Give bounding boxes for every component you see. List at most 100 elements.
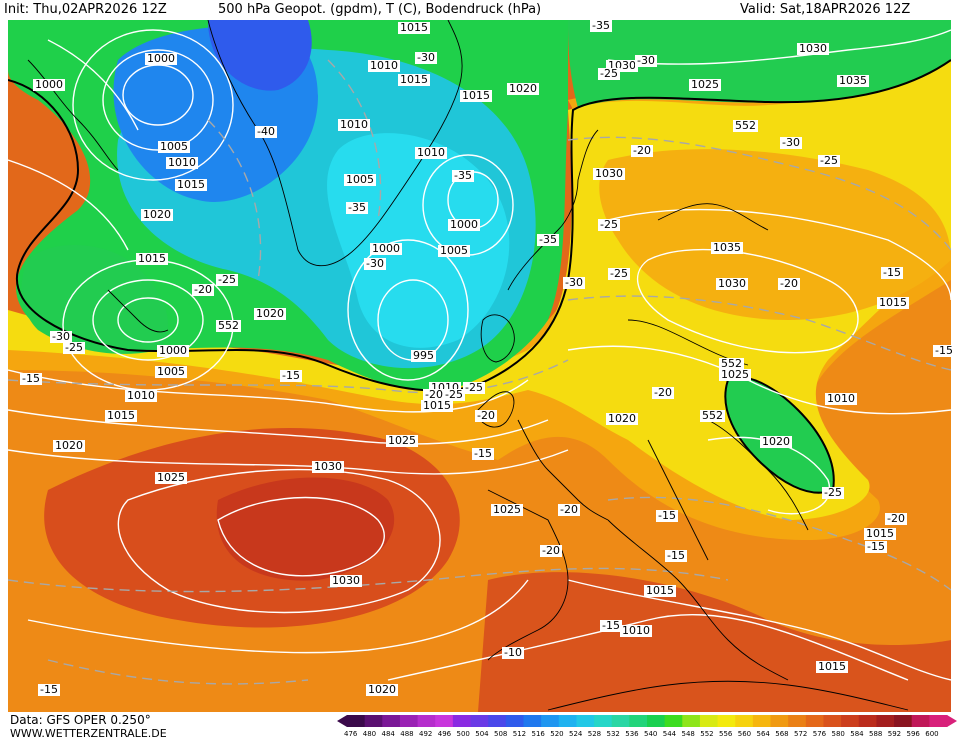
temperature-label: -35 [537,233,559,246]
temperature-label: -15 [20,372,42,385]
field-sw-green [21,245,168,354]
isotherms [8,59,951,685]
temperature-label: -20 [778,277,800,290]
colorbar-swatch [488,715,507,727]
temperature-label: -20 [885,512,907,525]
temperature-label: -15 [600,619,622,632]
temperature-label: -15 [472,447,494,460]
colorbar-swatch [347,715,366,727]
temperature-label: -25 [443,388,465,401]
pressure-label: 1000 [33,78,65,91]
geopotential-colorbar [337,715,957,727]
colorbar-swatch [911,715,930,727]
colorbar-swatch [558,715,577,727]
colorbar-tick-label: 496 [437,730,452,738]
pressure-label: 1015 [864,527,896,540]
colorbar-tick-label: 476 [344,730,358,738]
temperature-label: -15 [933,344,955,357]
pressure-label: 1030 [593,167,625,180]
pressure-label: 1010 [338,118,370,131]
temperature-label: -10 [502,646,524,659]
temperature-label: -20 [631,144,653,157]
pressure-label: 1015 [398,21,430,34]
temperature-label: -15 [881,266,903,279]
pressure-label: 1020 [507,82,539,95]
pressure-label: 1015 [136,252,168,265]
pressure-label: 1015 [175,178,207,191]
pressure-label: 1025 [719,368,751,381]
map-canvas [8,20,951,712]
colorbar-swatch [876,715,895,727]
colorbar-tick-label: 492 [419,730,433,738]
colorbar-tick-label: 488 [400,730,414,738]
colorbar-swatch [399,715,419,727]
temperature-label: -30 [364,257,386,270]
pressure-label: 1010 [620,624,652,637]
pressure-label: 1010 [166,156,198,169]
field-se-red [478,572,951,712]
temperature-label: -20 [423,388,445,401]
field-blue-deep [208,20,312,91]
temperature-label: -40 [255,125,277,138]
colorbar-swatch [735,715,754,727]
pressure-label: 1020 [366,683,398,696]
colorbar-swatch [523,715,542,727]
colorbar-swatch [770,715,789,727]
colorbar-tick-label: 588 [869,730,883,738]
pressure-label: 1020 [760,435,792,448]
pressure-label: 1015 [460,89,492,102]
colorbar-tick-label: 520 [550,730,564,738]
colorbar-swatch [805,715,824,727]
pressure-label: 1015 [644,584,676,597]
contour-552-label: 552 [733,119,758,132]
temperature-label: -20 [540,544,562,557]
colorbar-tick-label: 536 [625,730,639,738]
temperature-label: -35 [346,201,368,214]
temperature-label: -20 [652,386,674,399]
init-time-label: Init: Thu,02APR2026 12Z [4,2,167,17]
contour-552-label: 552 [719,357,744,370]
colorbar-tick-label: 500 [456,730,470,738]
colorbar-tick-label: 584 [850,730,864,738]
colorbar-swatch [576,715,595,727]
temperature-label: -30 [415,51,437,64]
data-source-label: Data: GFS OPER 0.250° [10,713,151,727]
temperature-label: -30 [50,330,72,343]
temperature-label: -25 [463,381,485,394]
pressure-label: 1025 [155,471,187,484]
pressure-label: 1010 [368,59,400,72]
colorbar-swatch [894,715,913,727]
website-label: WWW.WETTERZENTRALE.DE [10,727,167,740]
pressure-label: 1010 [125,389,157,402]
temperature-label: -25 [216,273,238,286]
pressure-label: 1030 [716,277,748,290]
colorbar-tick-label: 560 [737,730,752,738]
temperature-label: -25 [63,341,85,354]
field-orange-inner [599,149,951,320]
colorbar-tick-label: 524 [569,730,583,738]
pressure-label: 1035 [711,241,743,254]
colorbar-swatch [594,715,613,727]
pressure-label: 1020 [53,439,85,452]
colorbar-swatch [364,715,383,727]
temperature-label: -15 [38,683,60,696]
colorbar-tick-label: 576 [812,730,827,738]
temperature-label: -25 [598,218,620,231]
colorbar-tick-label: 580 [831,730,845,738]
colorbar-tick-label: 544 [662,730,677,738]
colorbar-tick-label: 504 [475,730,489,738]
colorbar-ticks: 476 480 484 488 492 496 500 504 508 512 516 520 524 5… [343,729,955,741]
pressure-label: 995 [411,349,436,362]
temperature-label: -25 [598,67,620,80]
colorbar-arrow-left [337,715,347,727]
colorbar-tick-label: 556 [719,730,733,738]
colorbar-swatch [699,715,719,727]
pressure-label: 1000 [145,52,177,65]
pressure-label: 1005 [344,173,376,186]
colorbar-swatch [505,715,524,727]
temperature-label: -30 [563,276,585,289]
temperature-label: -15 [865,540,887,553]
pressure-label: 1020 [254,307,286,320]
colorbar-swatch [717,715,736,727]
pressure-label: 1015 [105,409,137,422]
